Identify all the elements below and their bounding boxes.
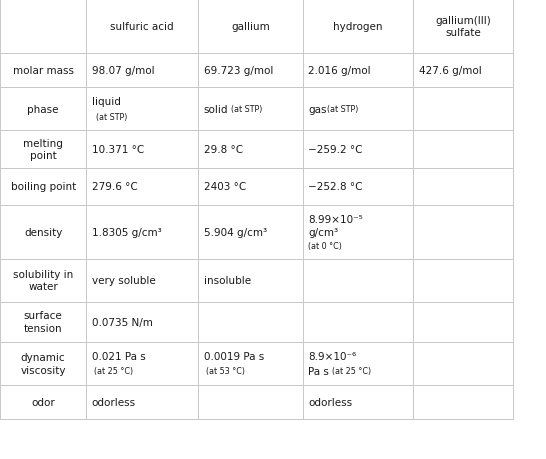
Bar — [303, 88, 413, 131]
Text: −252.8 °C: −252.8 °C — [308, 182, 363, 192]
Bar — [413, 88, 513, 131]
Text: sulfuric acid: sulfuric acid — [110, 22, 174, 32]
Bar — [0, 0, 86, 54]
Text: boiling point: boiling point — [10, 182, 76, 192]
Bar — [198, 54, 303, 88]
Text: hydrogen: hydrogen — [334, 22, 383, 32]
Bar — [303, 342, 413, 386]
Bar — [413, 386, 513, 419]
Text: 0.0019 Pa s: 0.0019 Pa s — [204, 351, 264, 361]
Text: 2403 °C: 2403 °C — [204, 182, 246, 192]
Bar — [198, 0, 303, 54]
Bar — [303, 302, 413, 342]
Bar — [413, 0, 513, 54]
Bar — [0, 205, 86, 259]
Text: (at 53 °C): (at 53 °C) — [206, 367, 245, 375]
Text: 98.07 g/mol: 98.07 g/mol — [92, 66, 155, 76]
Text: (at STP): (at STP) — [231, 105, 262, 114]
Text: solubility in
water: solubility in water — [13, 269, 73, 292]
Bar — [0, 302, 86, 342]
Bar — [303, 131, 413, 168]
Bar — [0, 386, 86, 419]
Text: surface
tension: surface tension — [24, 311, 62, 333]
Text: gallium(III)
sulfate: gallium(III) sulfate — [435, 16, 491, 38]
Text: g/cm³: g/cm³ — [308, 227, 339, 237]
Text: gallium: gallium — [232, 22, 270, 32]
Text: Pa s: Pa s — [308, 366, 329, 376]
Text: −259.2 °C: −259.2 °C — [308, 145, 363, 155]
Text: 427.6 g/mol: 427.6 g/mol — [419, 66, 482, 76]
Bar — [413, 131, 513, 168]
Bar — [413, 205, 513, 259]
Text: (at 25 °C): (at 25 °C) — [332, 367, 371, 375]
Text: (at 0 °C): (at 0 °C) — [308, 242, 342, 251]
Text: 0.021 Pa s: 0.021 Pa s — [92, 351, 145, 361]
Text: density: density — [24, 227, 62, 237]
Bar — [413, 168, 513, 205]
Text: 8.99×10⁻⁵: 8.99×10⁻⁵ — [308, 215, 363, 225]
Bar — [86, 302, 198, 342]
Bar — [413, 259, 513, 302]
Text: 1.8305 g/cm³: 1.8305 g/cm³ — [92, 227, 162, 237]
Text: 10.371 °C: 10.371 °C — [92, 145, 144, 155]
Bar — [198, 342, 303, 386]
Bar — [86, 88, 198, 131]
Text: 0.0735 N/m: 0.0735 N/m — [92, 317, 152, 327]
Text: (at STP): (at STP) — [96, 112, 127, 122]
Text: 8.9×10⁻⁶: 8.9×10⁻⁶ — [308, 351, 357, 361]
Bar — [413, 302, 513, 342]
Text: dynamic
viscosity: dynamic viscosity — [20, 353, 66, 375]
Bar — [198, 205, 303, 259]
Bar — [303, 0, 413, 54]
Text: 29.8 °C: 29.8 °C — [204, 145, 243, 155]
Text: very soluble: very soluble — [92, 276, 156, 285]
Text: liquid: liquid — [92, 97, 121, 107]
Bar — [0, 54, 86, 88]
Bar — [0, 131, 86, 168]
Text: odorless: odorless — [92, 397, 136, 407]
Bar — [413, 54, 513, 88]
Text: (at 25 °C): (at 25 °C) — [94, 367, 134, 375]
Bar — [0, 168, 86, 205]
Bar — [303, 386, 413, 419]
Text: solid: solid — [204, 105, 228, 114]
Bar — [0, 88, 86, 131]
Bar — [303, 168, 413, 205]
Text: phase: phase — [27, 105, 59, 114]
Text: 2.016 g/mol: 2.016 g/mol — [308, 66, 371, 76]
Bar — [198, 259, 303, 302]
Text: insoluble: insoluble — [204, 276, 251, 285]
Text: 279.6 °C: 279.6 °C — [92, 182, 138, 192]
Bar — [303, 259, 413, 302]
Bar — [86, 168, 198, 205]
Text: odorless: odorless — [308, 397, 353, 407]
Bar — [86, 131, 198, 168]
Text: gas: gas — [308, 105, 327, 114]
Text: molar mass: molar mass — [13, 66, 74, 76]
Bar — [0, 342, 86, 386]
Bar — [198, 302, 303, 342]
Bar — [86, 386, 198, 419]
Bar — [86, 0, 198, 54]
Bar — [303, 54, 413, 88]
Bar — [198, 88, 303, 131]
Bar — [198, 168, 303, 205]
Bar — [86, 342, 198, 386]
Bar — [86, 54, 198, 88]
Text: (at STP): (at STP) — [327, 105, 358, 114]
Bar — [86, 259, 198, 302]
Bar — [198, 131, 303, 168]
Bar — [198, 386, 303, 419]
Bar — [303, 205, 413, 259]
Text: 5.904 g/cm³: 5.904 g/cm³ — [204, 227, 267, 237]
Text: odor: odor — [31, 397, 55, 407]
Text: melting
point: melting point — [23, 139, 63, 161]
Bar — [0, 259, 86, 302]
Bar — [413, 342, 513, 386]
Text: 69.723 g/mol: 69.723 g/mol — [204, 66, 273, 76]
Bar — [86, 205, 198, 259]
